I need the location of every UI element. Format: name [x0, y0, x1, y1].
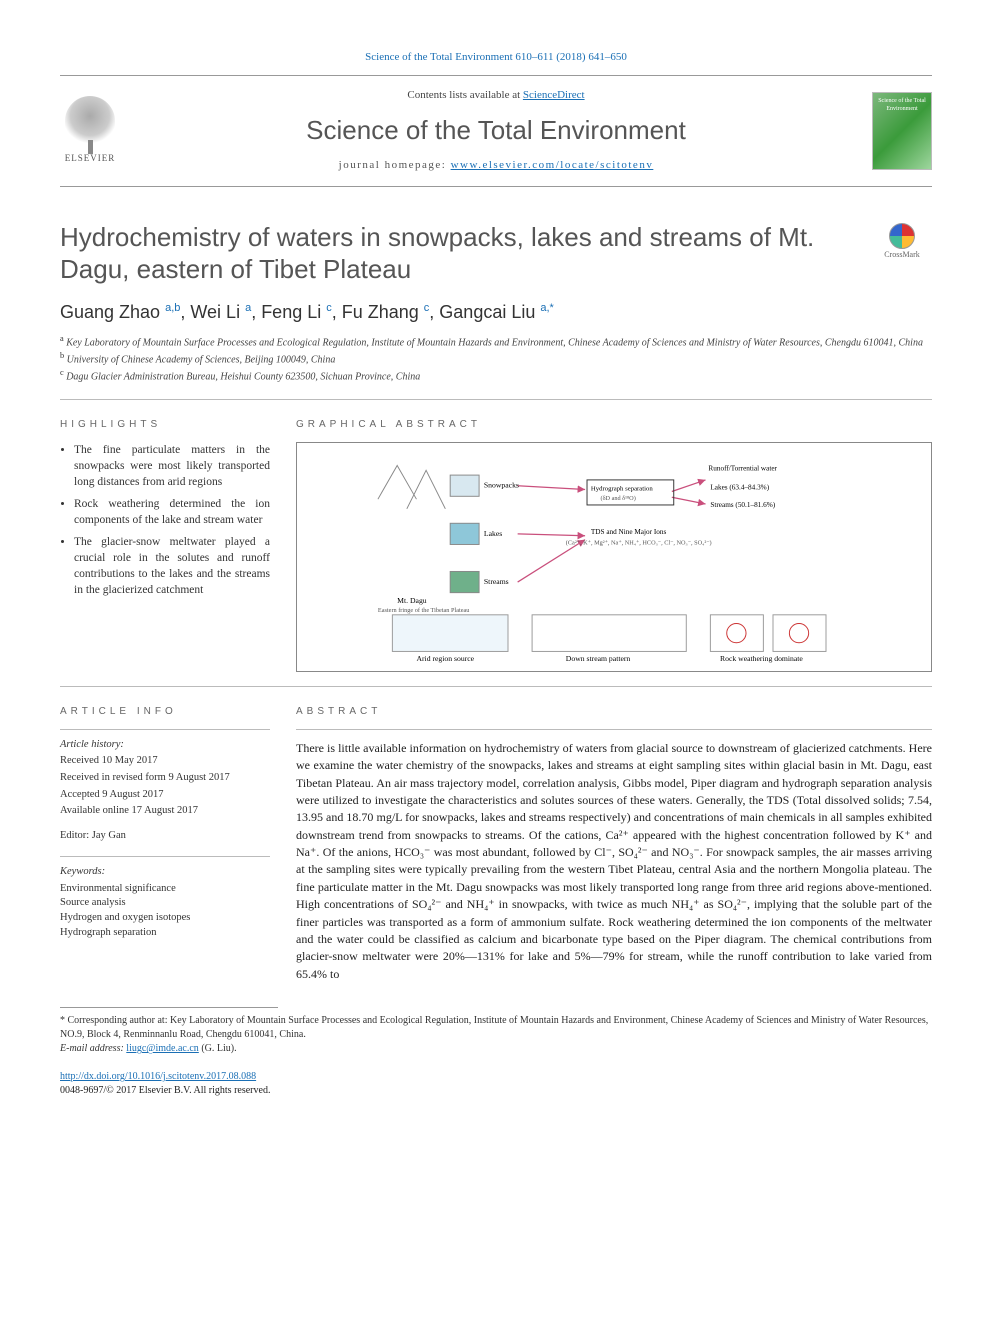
- mountain-icon: [378, 465, 417, 499]
- crossmark-badge[interactable]: CrossMark: [872, 221, 932, 263]
- history-label: Article history:: [60, 738, 270, 753]
- highlight-item: Rock weathering determined the ion compo…: [74, 496, 270, 528]
- email-person: (G. Liu).: [201, 1043, 236, 1054]
- journal-citation: Science of the Total Environment 610–611…: [60, 50, 932, 65]
- arrow-icon: [672, 480, 706, 492]
- ga-sublabel: Eastern fringe of the Tibetan Plateau: [378, 607, 470, 614]
- stream-thumb: [450, 571, 479, 592]
- journal-name: Science of the Total Environment: [136, 112, 856, 148]
- issn-copyright: 0048-9697/© 2017 Elsevier B.V. All right…: [60, 1085, 270, 1096]
- header-center: Contents lists available at ScienceDirec…: [136, 88, 856, 173]
- highlight-item: The glacier-snow meltwater played a cruc…: [74, 534, 270, 598]
- divider: [296, 729, 932, 730]
- sciencedirect-link[interactable]: ScienceDirect: [523, 89, 585, 101]
- keyword-item: Hydrogen and oxygen isotopes: [60, 911, 270, 926]
- article-title: Hydrochemistry of waters in snowpacks, l…: [60, 221, 852, 286]
- arrow-icon: [672, 497, 706, 504]
- divider: [60, 856, 270, 857]
- snowpack-thumb: [450, 475, 479, 496]
- arrow-icon: [518, 534, 585, 536]
- panel-downstream-table: [532, 615, 686, 652]
- crossmark-label: CrossMark: [884, 249, 920, 260]
- elsevier-tree-icon: [65, 96, 115, 146]
- ga-label: Streams: [484, 577, 509, 586]
- ga-label: Lakes: [484, 529, 502, 538]
- email-link[interactable]: liugc@imde.ac.cn: [126, 1043, 199, 1054]
- bottom-meta: http://dx.doi.org/10.1016/j.scitotenv.20…: [60, 1070, 932, 1098]
- ga-bottom-label: Arid region source: [416, 654, 474, 663]
- panel-piper-2: [773, 615, 826, 652]
- keyword-item: Source analysis: [60, 896, 270, 911]
- highlights-list: The fine particulate matters in the snow…: [60, 442, 270, 599]
- journal-header-band: ELSEVIER Contents lists available at Sci…: [60, 75, 932, 186]
- email-label: E-mail address:: [60, 1043, 126, 1054]
- affiliations: a Key Laboratory of Mountain Surface Pro…: [60, 333, 932, 385]
- abstract-text: There is little available information on…: [296, 740, 932, 983]
- keyword-item: Hydrograph separation: [60, 926, 270, 941]
- editor-line: Editor: Jay Gan: [60, 829, 270, 844]
- accepted-date: Accepted 9 August 2017: [60, 788, 270, 803]
- ga-bottom-label: Rock weathering dominate: [720, 654, 803, 663]
- contents-prefix: Contents lists available at: [407, 89, 522, 101]
- homepage-prefix: journal homepage:: [339, 159, 451, 171]
- panel-piper-1: [710, 615, 763, 652]
- corresponding-author-footnote: * Corresponding author at: Key Laborator…: [60, 1014, 932, 1056]
- highlights-heading: HIGHLIGHTS: [60, 418, 270, 432]
- keyword-item: Environmental significance: [60, 882, 270, 897]
- graphical-abstract-svg: Snowpacks Lakes Streams Mt. Dagu Eastern…: [305, 451, 923, 663]
- ga-sublabel: (δD and δ¹⁸O): [601, 495, 636, 502]
- footnote-separator: [60, 1007, 278, 1008]
- crossmark-icon: [889, 223, 915, 249]
- ga-label: Streams (50.1–81.6%): [710, 501, 775, 509]
- lake-thumb: [450, 523, 479, 544]
- ga-label: Lakes (63.4–84.3%): [710, 483, 769, 491]
- article-info: Article history: Received 10 May 2017 Re…: [60, 738, 270, 844]
- arrow-icon: [518, 485, 585, 489]
- ga-label: Snowpacks: [484, 480, 519, 489]
- revised-date: Received in revised form 9 August 2017: [60, 771, 270, 786]
- ga-bottom-label: Down stream pattern: [566, 654, 631, 663]
- doi-link[interactable]: http://dx.doi.org/10.1016/j.scitotenv.20…: [60, 1071, 256, 1082]
- divider: [60, 729, 270, 730]
- ga-label: Mt. Dagu: [397, 596, 427, 605]
- ga-label: Hydrograph separation: [591, 485, 654, 492]
- highlight-item: The fine particulate matters in the snow…: [74, 442, 270, 490]
- panel-arid-map: [392, 615, 508, 652]
- elsevier-logo: ELSEVIER: [60, 96, 120, 166]
- divider: [60, 399, 932, 400]
- journal-cover-thumb: Science of the Total Environment: [872, 92, 932, 170]
- abstract-heading: ABSTRACT: [296, 705, 932, 719]
- divider: [60, 686, 932, 687]
- graphical-abstract-figure: Snowpacks Lakes Streams Mt. Dagu Eastern…: [296, 442, 932, 672]
- received-date: Received 10 May 2017: [60, 754, 270, 769]
- online-date: Available online 17 August 2017: [60, 804, 270, 819]
- homepage-line: journal homepage: www.elsevier.com/locat…: [136, 158, 856, 173]
- contents-line: Contents lists available at ScienceDirec…: [136, 88, 856, 103]
- authors-line: Guang Zhao a,b, Wei Li a, Feng Li c, Fu …: [60, 300, 932, 325]
- homepage-link[interactable]: www.elsevier.com/locate/scitotenv: [451, 159, 654, 171]
- ga-sublabel: (Ca²⁺, K⁺, Mg²⁺, Na⁺, NH₄⁺, HCO₃⁻, Cl⁻, …: [566, 539, 712, 546]
- ga-label: Runoff/Torrential water: [708, 464, 777, 472]
- keywords-label: Keywords:: [60, 865, 270, 880]
- mountain-icon: [407, 470, 446, 509]
- ga-label: TDS and Nine Major Ions: [591, 528, 667, 536]
- article-info-heading: ARTICLE INFO: [60, 705, 270, 719]
- corresponding-text: * Corresponding author at: Key Laborator…: [60, 1015, 928, 1040]
- keywords-block: Keywords: Environmental significanceSour…: [60, 865, 270, 940]
- graphical-abstract-heading: GRAPHICAL ABSTRACT: [296, 418, 932, 432]
